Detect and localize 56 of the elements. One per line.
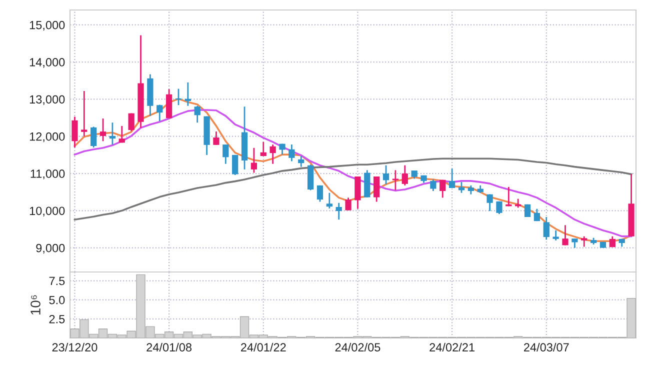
y-tick-label: 12,000	[30, 132, 65, 142]
line-series	[74, 158, 632, 221]
y-tick-label: 7.5	[49, 276, 65, 286]
y-tick-label: 10,000	[30, 206, 65, 216]
candlestick	[486, 194, 493, 212]
candlestick	[232, 154, 238, 176]
x-tick-label: 23/12/20	[52, 342, 98, 352]
candlestick	[298, 155, 304, 168]
y-axis-title: 10⁶	[30, 295, 40, 315]
candlestick	[118, 125, 125, 144]
candlestick	[392, 169, 399, 191]
x-tick-label: 24/01/22	[241, 342, 286, 352]
candlestick	[562, 224, 568, 246]
candlestick	[552, 230, 559, 242]
candlestick	[572, 238, 578, 249]
candlestick	[288, 144, 295, 162]
candlestick	[156, 104, 163, 122]
candlestick	[260, 141, 266, 157]
candlestick	[109, 122, 116, 146]
y-tick-label: 13,000	[30, 95, 65, 105]
candlestick	[374, 176, 380, 202]
candlestick	[222, 144, 229, 165]
x-tick-label: 24/03/07	[524, 342, 569, 352]
candlestick	[496, 200, 502, 215]
y-tick-label: 15,000	[30, 20, 65, 31]
x-tick-label: 24/02/21	[430, 342, 474, 352]
candlestick	[345, 196, 352, 212]
y-tick-label: 2.5	[49, 314, 65, 324]
candlestick	[250, 147, 258, 174]
candlestick	[543, 216, 550, 240]
y-tick-label: 14,000	[30, 58, 65, 68]
candlestick	[382, 164, 390, 185]
candlestick	[90, 126, 97, 148]
candlestick	[128, 112, 134, 132]
candlestick	[194, 105, 200, 124]
candlestick	[326, 192, 332, 210]
candlestick	[270, 144, 276, 165]
candlestick	[100, 118, 106, 142]
x-tick-label: 24/02/05	[335, 342, 380, 352]
x-tick-label: 24/01/08	[146, 342, 192, 352]
candlestick	[72, 116, 78, 148]
candlestick	[354, 176, 361, 210]
candlestick	[166, 88, 172, 119]
candlestick	[430, 178, 436, 192]
y-tick-label: 9,000	[36, 244, 65, 254]
candlestick	[316, 184, 324, 202]
candlestick	[402, 164, 408, 186]
y-tick-label: 11,000	[30, 170, 65, 180]
candlestick	[213, 130, 220, 146]
candlestick	[581, 236, 588, 248]
y-tick-label: 5.0	[49, 296, 65, 304]
candlestick	[81, 90, 88, 138]
candlestick	[448, 168, 456, 189]
candlestick	[336, 202, 342, 220]
candlestick	[440, 179, 446, 198]
candlestick	[534, 208, 540, 222]
